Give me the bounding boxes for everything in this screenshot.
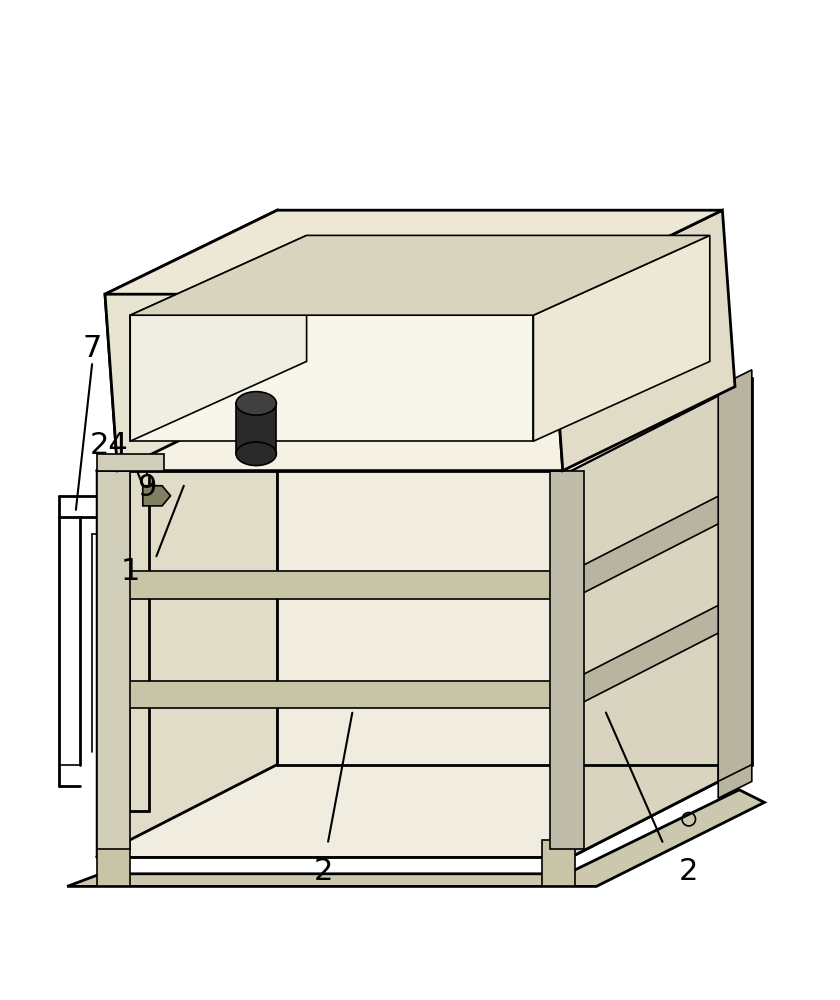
- Polygon shape: [97, 454, 164, 471]
- Polygon shape: [105, 294, 563, 471]
- Polygon shape: [130, 235, 307, 441]
- Polygon shape: [718, 370, 752, 781]
- Polygon shape: [571, 378, 752, 857]
- Polygon shape: [550, 471, 584, 849]
- Polygon shape: [143, 486, 171, 506]
- Polygon shape: [571, 479, 752, 599]
- Text: 9: 9: [137, 473, 157, 502]
- Polygon shape: [97, 571, 571, 599]
- Text: 7: 7: [82, 334, 102, 363]
- Polygon shape: [542, 840, 575, 886]
- Polygon shape: [97, 471, 571, 857]
- Text: 1: 1: [120, 557, 140, 586]
- Ellipse shape: [236, 392, 276, 415]
- Polygon shape: [130, 315, 533, 441]
- Polygon shape: [550, 210, 735, 471]
- Text: 24: 24: [90, 431, 129, 460]
- Polygon shape: [533, 235, 710, 441]
- Polygon shape: [105, 210, 290, 471]
- Polygon shape: [97, 681, 571, 708]
- Polygon shape: [97, 840, 130, 886]
- Polygon shape: [97, 471, 130, 849]
- Polygon shape: [130, 235, 710, 315]
- Text: 2: 2: [679, 857, 699, 886]
- Polygon shape: [67, 790, 764, 886]
- Polygon shape: [97, 765, 752, 857]
- Polygon shape: [97, 378, 752, 471]
- Polygon shape: [97, 378, 277, 857]
- Ellipse shape: [236, 442, 276, 466]
- Polygon shape: [105, 210, 722, 294]
- Polygon shape: [571, 588, 752, 708]
- Polygon shape: [236, 403, 276, 454]
- Polygon shape: [718, 748, 752, 798]
- Polygon shape: [97, 765, 752, 857]
- Text: 2: 2: [313, 857, 333, 886]
